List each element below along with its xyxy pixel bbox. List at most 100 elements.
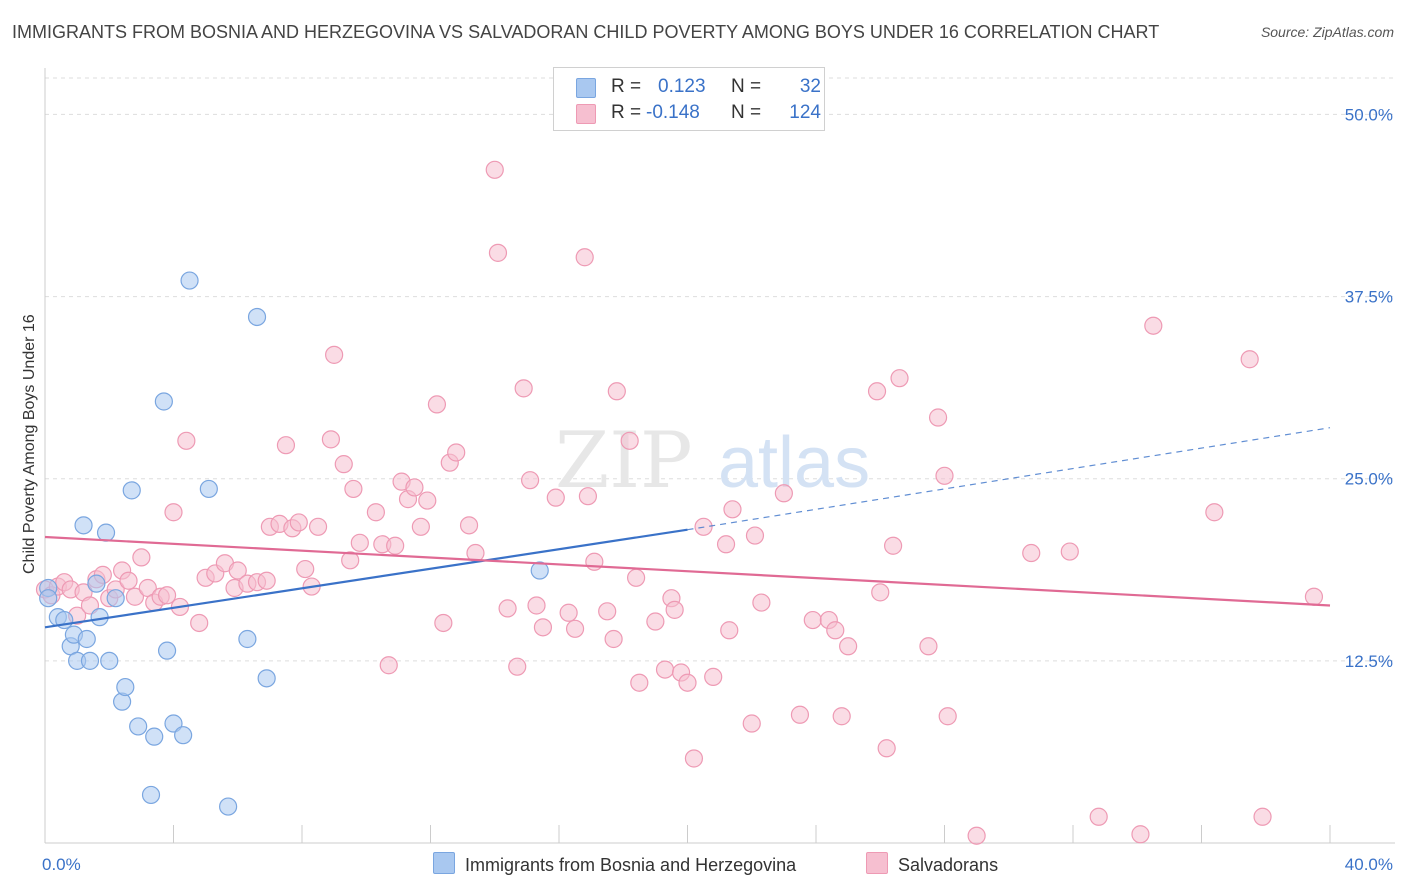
salvadoran-point xyxy=(626,568,646,587)
salvadoran-point xyxy=(585,552,604,571)
salvadoran-point xyxy=(125,587,145,606)
salvadoran-point xyxy=(1144,316,1163,335)
salvadoran-point xyxy=(157,586,177,605)
salvadoran-point xyxy=(514,379,533,398)
salvadoran-point xyxy=(459,516,479,535)
legend-r-value: 0.123 xyxy=(658,76,706,97)
bosnia-point xyxy=(39,589,58,608)
salvadoran-point xyxy=(447,443,466,462)
bosnia-point xyxy=(129,717,148,736)
salvadoran-point xyxy=(1253,807,1272,826)
salvadoran-point xyxy=(350,533,369,552)
salvadoran-point xyxy=(745,526,765,545)
salvadoran-point xyxy=(604,629,623,649)
bottom-legend-salvadoran: Salvadorans xyxy=(866,852,998,876)
salvadoran-trend-line xyxy=(44,535,1331,607)
bottom-legend-bosnia: Immigrants from Bosnia and Herzegovina xyxy=(433,852,796,876)
salvadoran-point xyxy=(190,613,209,633)
salvadoran-point xyxy=(177,431,196,450)
bottom-legend-label-bosnia: Immigrants from Bosnia and Herzegovina xyxy=(465,855,797,875)
legend-r-label: R = xyxy=(611,76,642,97)
salvadoran-point xyxy=(164,503,183,522)
bosnia-point xyxy=(122,481,141,500)
salvadoran-point xyxy=(790,705,810,724)
salvadoran-point xyxy=(344,479,363,499)
bosnia-point xyxy=(96,523,116,542)
y-tick-label: 12.5% xyxy=(1345,652,1393,671)
bosnia-point xyxy=(154,392,173,411)
salvadoran-point xyxy=(871,583,890,602)
bosnia-point xyxy=(199,479,218,499)
salvadoran-point xyxy=(434,613,453,633)
legend-r-value: -0.148 xyxy=(646,102,700,123)
salvadoran-point xyxy=(646,612,665,631)
legend-n-label: N = xyxy=(731,76,762,97)
salvadoran-point xyxy=(485,160,504,179)
salvadoran-point xyxy=(630,673,649,692)
salvadoran-point xyxy=(296,559,315,579)
bosnia-point xyxy=(174,726,193,745)
tick-labels: 12.5% 25.0% 37.5% 50.0% 0.0% 40.0% xyxy=(42,105,1393,874)
salvadoran-point xyxy=(132,548,151,567)
salvadoran-point xyxy=(334,455,353,474)
salvadoran-point xyxy=(832,707,851,726)
bosnia-point xyxy=(87,574,106,593)
bosnia-trend-line xyxy=(44,528,688,629)
salvadoran-point xyxy=(655,660,675,679)
salvadoran-point xyxy=(678,673,697,692)
salvadoran-point xyxy=(559,603,578,622)
bosnia-point xyxy=(74,516,93,535)
salvadoran-point xyxy=(877,739,896,758)
salvadoran-point xyxy=(723,500,742,519)
salvadoran-point xyxy=(1089,807,1108,826)
salvadoran-point xyxy=(607,382,626,401)
salvadoran-point xyxy=(742,714,761,733)
salvadoran-point xyxy=(508,657,527,676)
bosnia-point xyxy=(247,307,267,327)
salvadoran-point xyxy=(321,430,341,449)
source-credit: Source: ZipAtlas.com xyxy=(1260,24,1394,40)
bosnia-point xyxy=(145,727,164,746)
salvadoran-point xyxy=(119,571,138,590)
salvadoran-point xyxy=(276,436,296,455)
data-points xyxy=(35,160,1324,845)
salvadoran-point xyxy=(665,600,684,619)
bosnia-point xyxy=(106,589,125,608)
salvadoran-point xyxy=(704,667,723,686)
salvadoran-point xyxy=(80,596,100,615)
salvadoran-point xyxy=(527,596,546,615)
salvadoran-point xyxy=(620,431,639,450)
salvadoran-point xyxy=(1131,825,1150,844)
watermark-atlas: atlas xyxy=(718,423,870,503)
salvadoran-point xyxy=(1205,503,1224,522)
bosnia-trend-extension xyxy=(687,427,1331,531)
salvadoran-point xyxy=(308,517,328,536)
bosnia-point xyxy=(100,651,119,670)
salvadoran-point xyxy=(890,369,909,388)
y-tick-label: 50.0% xyxy=(1345,105,1393,124)
legend-swatch-blue xyxy=(576,78,596,98)
bosnia-point xyxy=(180,271,199,290)
bosnia-point xyxy=(157,641,177,660)
watermark-zip: ZIP xyxy=(555,416,693,506)
bottom-legend-swatch-blue xyxy=(433,852,455,874)
salvadoran-point xyxy=(883,536,903,555)
salvadoran-point xyxy=(498,599,517,618)
legend-r-label: R = xyxy=(611,102,642,123)
x-tick-label: 40.0% xyxy=(1345,855,1393,874)
chart-title: IMMIGRANTS FROM BOSNIA AND HERZEGOVINA V… xyxy=(12,22,1160,42)
salvadoran-point xyxy=(289,513,308,532)
salvadoran-point xyxy=(774,484,793,503)
salvadoran-point xyxy=(520,471,540,490)
salvadoran-point xyxy=(325,345,344,364)
bottom-legend-swatch-pink xyxy=(866,852,888,874)
bosnia-point xyxy=(238,629,257,649)
salvadoran-point xyxy=(752,593,771,612)
salvadoran-point xyxy=(546,488,565,507)
salvadoran-point xyxy=(488,243,508,262)
salvadoran-point xyxy=(935,466,954,485)
salvadoran-point xyxy=(928,408,948,427)
salvadoran-point xyxy=(839,637,858,656)
salvadoran-point xyxy=(720,621,739,640)
